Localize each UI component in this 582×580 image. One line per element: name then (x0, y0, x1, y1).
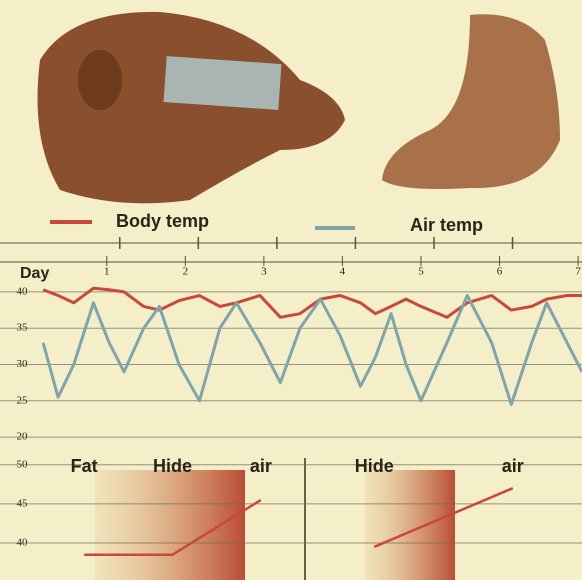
hide-layer (365, 470, 455, 580)
category-label: air (502, 456, 524, 476)
x-tick-label: 2 (183, 266, 189, 278)
x-axis-label: Day (20, 265, 49, 282)
series-line (43, 296, 582, 405)
camel-head (38, 12, 346, 203)
x-tick-label: 7 (575, 266, 581, 278)
category-label: Hide (153, 456, 192, 476)
category-label: Fat (71, 456, 98, 476)
legend-label: Body temp (116, 211, 209, 231)
chart: Body temp Air temp Day 40353025201234567… (0, 0, 582, 580)
series-line (43, 288, 582, 317)
x-tick-label: 5 (418, 266, 424, 278)
category-label: Hide (355, 456, 394, 476)
page: {"chart_data": [ {"type": "line", "xlabe… (0, 0, 582, 580)
legend-label: Air temp (410, 215, 483, 235)
x-tick-label: 3 (261, 266, 267, 278)
x-tick-label: 6 (497, 266, 503, 278)
x-tick-label: 4 (340, 266, 346, 278)
camel-foot (382, 14, 560, 189)
x-tick-label: 1 (104, 266, 110, 278)
category-label: air (250, 456, 272, 476)
